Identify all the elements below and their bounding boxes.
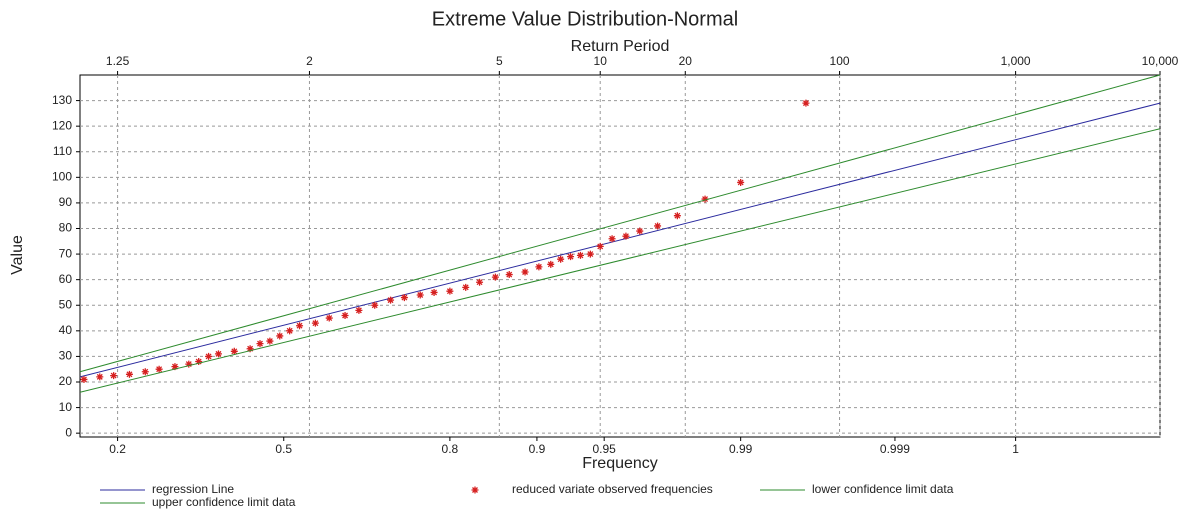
top-axis-title: Return Period: [571, 38, 670, 55]
data-point: [387, 296, 395, 304]
data-point: [141, 368, 149, 376]
top-tick-label: 5: [496, 54, 503, 68]
data-point: [256, 340, 264, 348]
data-point: [171, 363, 179, 371]
y-tick-label: 20: [59, 374, 73, 388]
data-point: [557, 255, 565, 263]
x-tick-label: 0.95: [592, 442, 616, 456]
y-tick-label: 70: [59, 246, 73, 260]
y-tick-label: 110: [53, 144, 72, 158]
y-tick-label: 30: [59, 349, 73, 363]
y-tick-label: 100: [52, 170, 72, 184]
y-tick-label: 50: [59, 297, 73, 311]
data-point: [230, 347, 238, 355]
series-line: [79, 128, 1161, 393]
data-point: [296, 322, 304, 330]
y-tick-label: 40: [59, 323, 73, 337]
data-point: [446, 287, 454, 295]
data-point: [673, 212, 681, 220]
top-tick-label: 20: [679, 54, 693, 68]
data-point: [341, 311, 349, 319]
data-point: [462, 283, 470, 291]
series-line: [79, 102, 1161, 378]
data-point: [596, 242, 604, 250]
data-point: [311, 319, 319, 327]
data-point: [802, 99, 810, 107]
data-point: [325, 314, 333, 322]
data-point: [355, 306, 363, 314]
x-tick-label: 0.2: [109, 442, 126, 456]
data-point: [430, 288, 438, 296]
data-point: [476, 278, 484, 286]
x-tick-label: 0.5: [275, 442, 292, 456]
data-point: [214, 350, 222, 358]
data-point: [737, 178, 745, 186]
data-point: [505, 271, 513, 279]
chart-title: Extreme Value Distribution-Normal: [432, 8, 738, 30]
legend-label: upper confidence limit data: [152, 495, 296, 509]
y-tick-label: 80: [59, 221, 73, 235]
data-point: [416, 291, 424, 299]
data-point: [535, 263, 543, 271]
top-tick-label: 1.25: [106, 54, 130, 68]
data-point: [701, 195, 709, 203]
data-point: [246, 345, 254, 353]
data-point: [654, 222, 662, 230]
plot-area: [79, 74, 1161, 438]
x-tick-label: 0.8: [442, 442, 459, 456]
data-point: [110, 372, 118, 380]
top-tick-label: 10: [594, 54, 608, 68]
data-point: [491, 273, 499, 281]
y-axis-title: Value: [9, 235, 26, 275]
data-point: [576, 251, 584, 259]
top-tick-label: 100: [830, 54, 850, 68]
y-tick-label: 130: [52, 93, 72, 107]
x-tick-label: 0.99: [729, 442, 753, 456]
data-point: [608, 235, 616, 243]
y-tick-label: 10: [59, 400, 73, 414]
data-point: [96, 373, 104, 381]
data-point: [636, 227, 644, 235]
legend-label: reduced variate observed frequencies: [512, 482, 713, 496]
x-tick-label: 0.9: [529, 442, 546, 456]
data-point: [521, 268, 529, 276]
data-point: [400, 294, 408, 302]
data-point: [286, 327, 294, 335]
legend-label: regression Line: [152, 482, 234, 496]
data-point: [371, 301, 379, 309]
data-point: [622, 232, 630, 240]
y-tick-label: 60: [59, 272, 73, 286]
data-point: [195, 358, 203, 366]
data-point: [567, 253, 575, 261]
x-tick-label: 1: [1012, 442, 1019, 456]
top-tick-label: 10,000: [1142, 54, 1179, 68]
legend-label: lower confidence limit data: [812, 482, 954, 496]
top-tick-label: 2: [306, 54, 313, 68]
x-axis-title: Frequency: [582, 455, 658, 472]
x-tick-label: 0.999: [880, 442, 910, 456]
data-point: [266, 337, 274, 345]
data-point: [185, 360, 193, 368]
data-point: [586, 250, 594, 258]
y-tick-label: 0: [65, 425, 72, 439]
data-point: [155, 365, 163, 373]
legend-symbol: [471, 486, 479, 494]
data-point: [205, 352, 213, 360]
data-point: [125, 370, 133, 378]
y-tick-label: 120: [52, 118, 72, 132]
data-point: [80, 375, 88, 383]
data-point: [547, 260, 555, 268]
data-point: [276, 332, 284, 340]
top-tick-label: 1,000: [1001, 54, 1031, 68]
y-tick-label: 90: [59, 195, 73, 209]
series-line: [79, 74, 1161, 373]
